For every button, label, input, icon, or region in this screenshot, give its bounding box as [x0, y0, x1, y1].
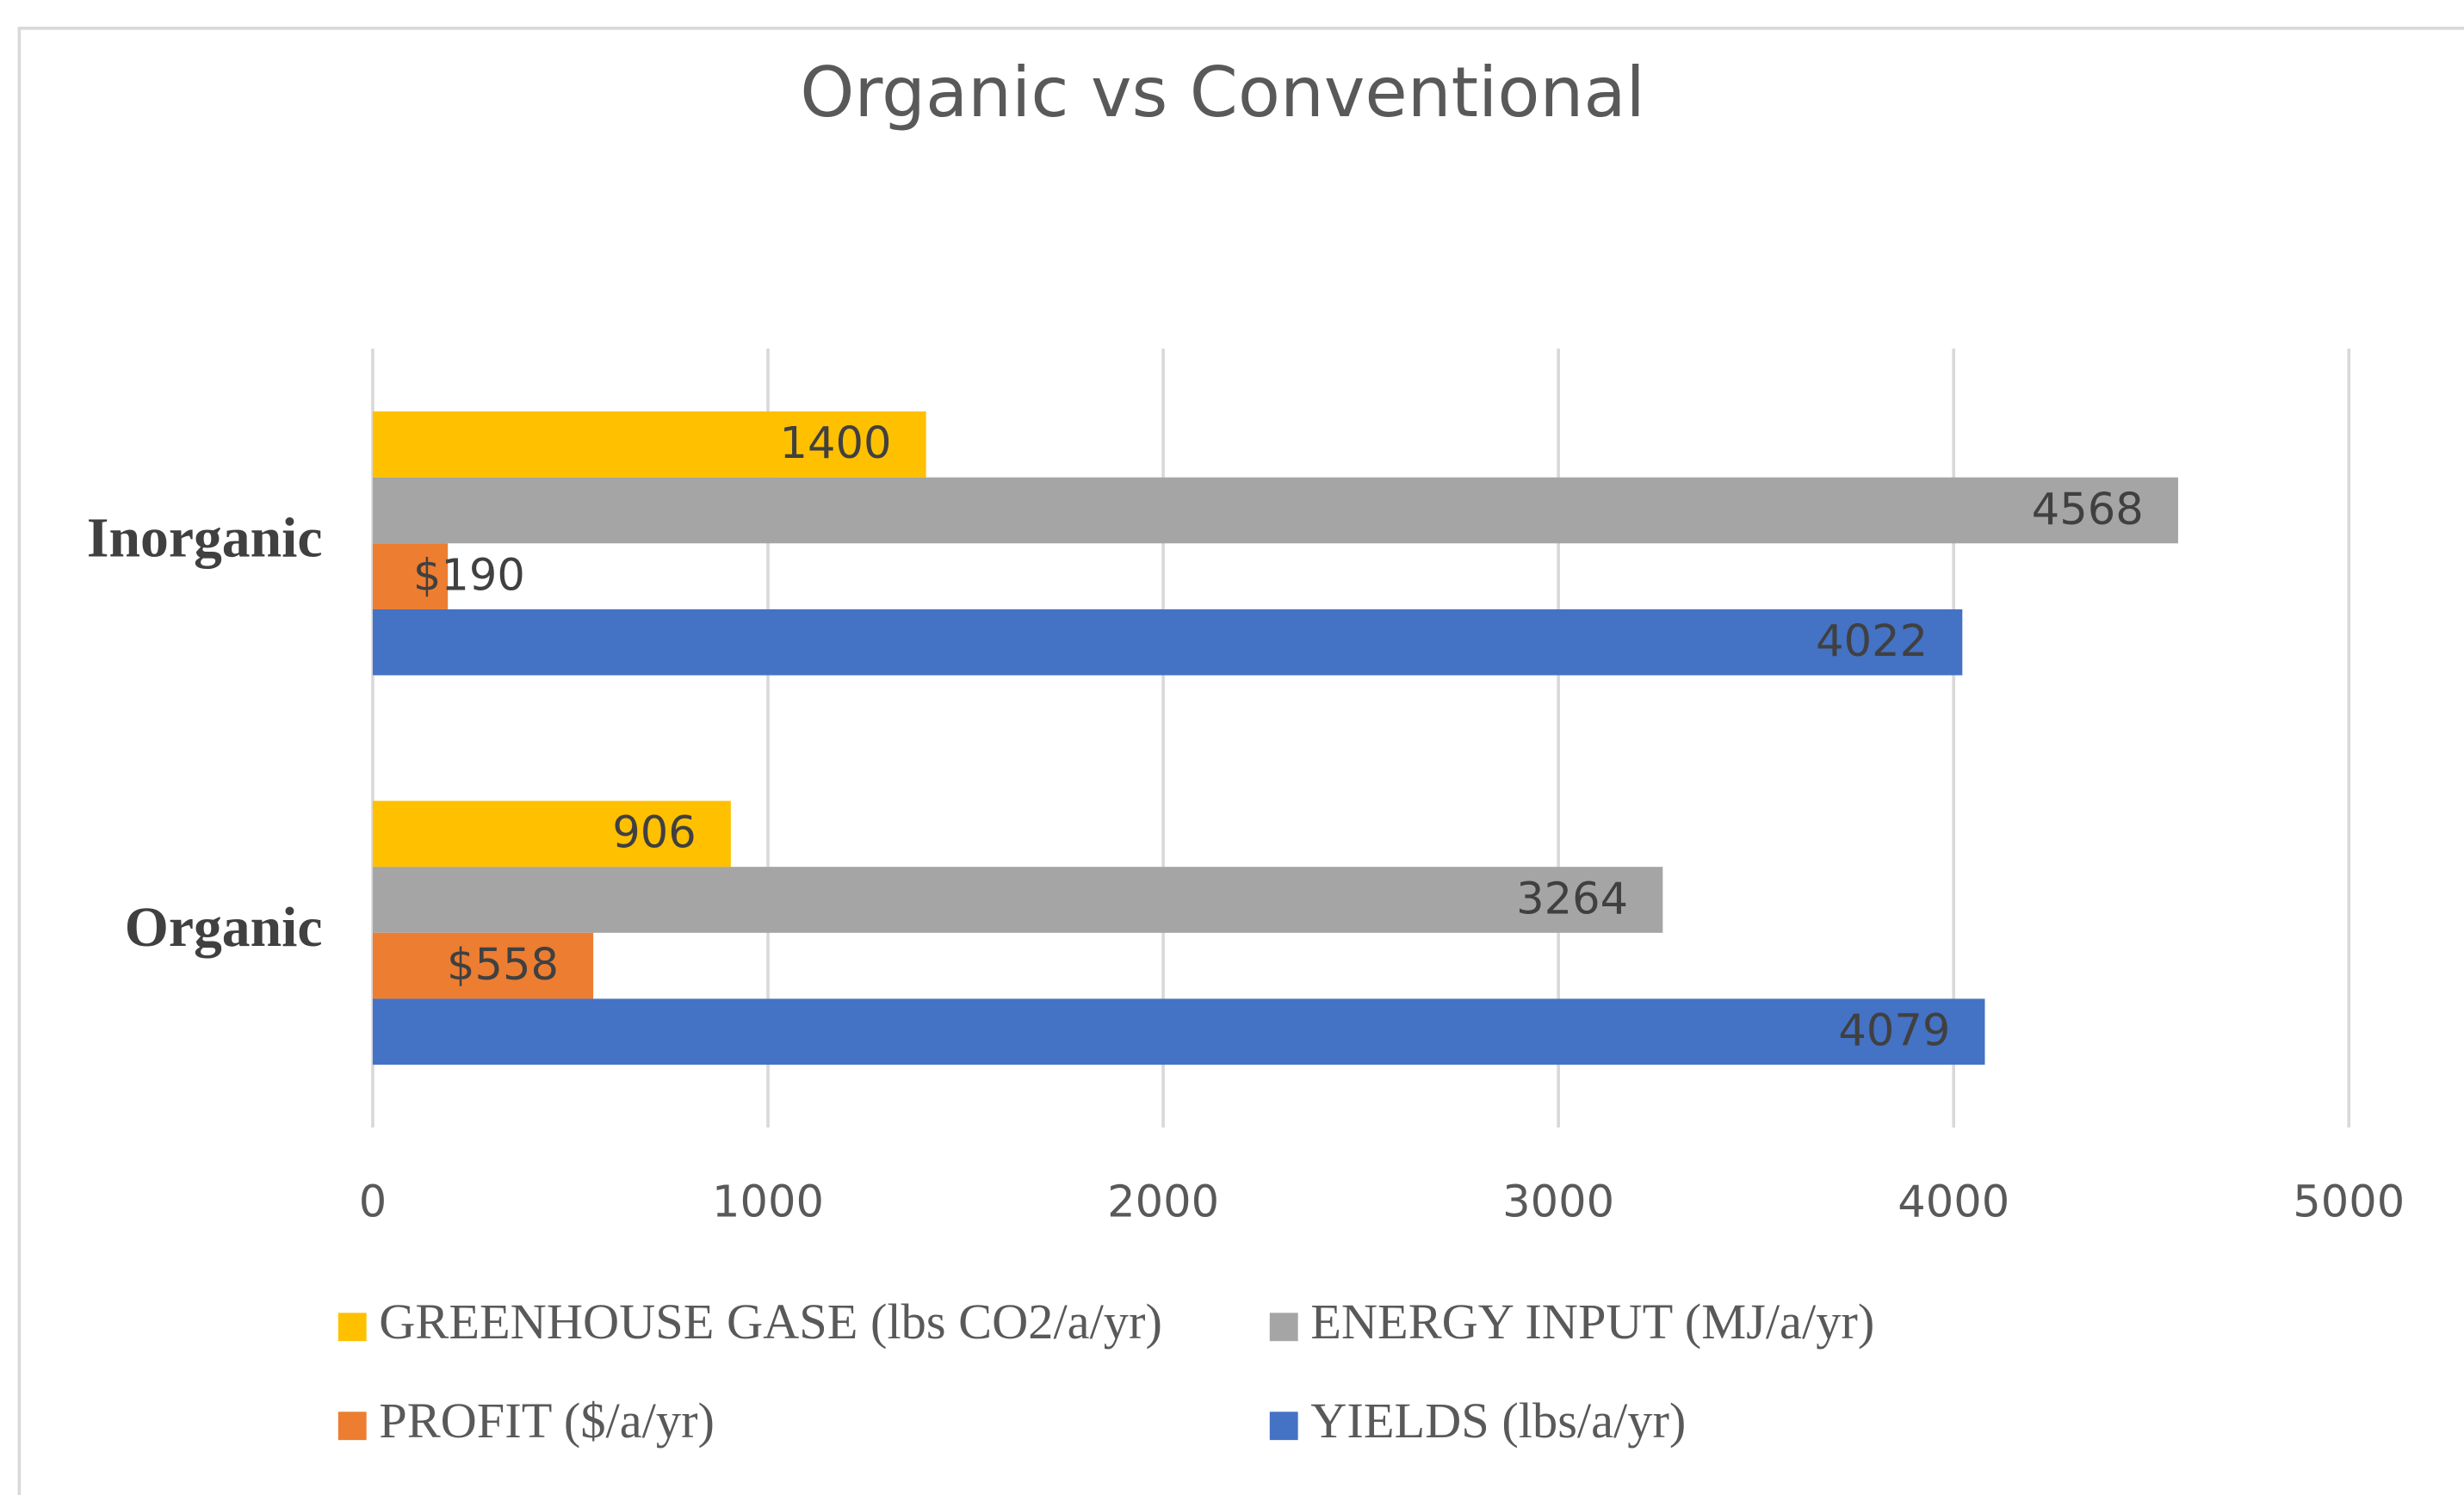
legend-label: PROFIT ($/a/yr) — [379, 1393, 715, 1449]
data-label: 3264 — [1516, 874, 1628, 924]
data-label: 4022 — [1816, 616, 1928, 667]
legend-label: GREENHOUSE GASE (lbs CO2/a/yr) — [379, 1294, 1162, 1350]
x-tick-label: 0 — [359, 1177, 387, 1227]
bar — [372, 543, 449, 609]
category-label: Inorganic — [87, 506, 323, 569]
x-tick-label: 1000 — [712, 1177, 824, 1227]
x-tick-label: 5000 — [2293, 1177, 2405, 1227]
data-label: 906 — [612, 808, 696, 859]
bar — [372, 998, 1985, 1066]
data-label: $190 — [413, 550, 525, 601]
bar — [372, 867, 1663, 933]
legend-swatch — [337, 1412, 367, 1441]
category-label: Organic — [125, 896, 323, 959]
data-label: 4568 — [2032, 485, 2144, 535]
bar — [372, 411, 926, 478]
data-label: $558 — [447, 940, 559, 991]
chart-border — [17, 27, 2464, 1495]
x-tick-label: 3000 — [1502, 1177, 1614, 1227]
legend-swatch — [337, 1313, 367, 1342]
bar — [372, 932, 594, 999]
legend-label: ENERGY INPUT (MJ/a/yr) — [1310, 1294, 1874, 1350]
data-label: 4079 — [1838, 1006, 1950, 1057]
bar — [372, 800, 731, 868]
chart-title: Organic vs Conventional — [800, 52, 1645, 133]
data-label: 1400 — [780, 418, 892, 469]
x-tick-label: 4000 — [1898, 1177, 2009, 1227]
legend-swatch — [1269, 1313, 1298, 1342]
bar — [372, 609, 1963, 676]
legend-swatch — [1269, 1412, 1298, 1441]
bar — [372, 477, 2178, 544]
x-tick-label: 2000 — [1107, 1177, 1219, 1227]
legend-label: YIELDS (lbs/a/yr) — [1310, 1393, 1686, 1449]
